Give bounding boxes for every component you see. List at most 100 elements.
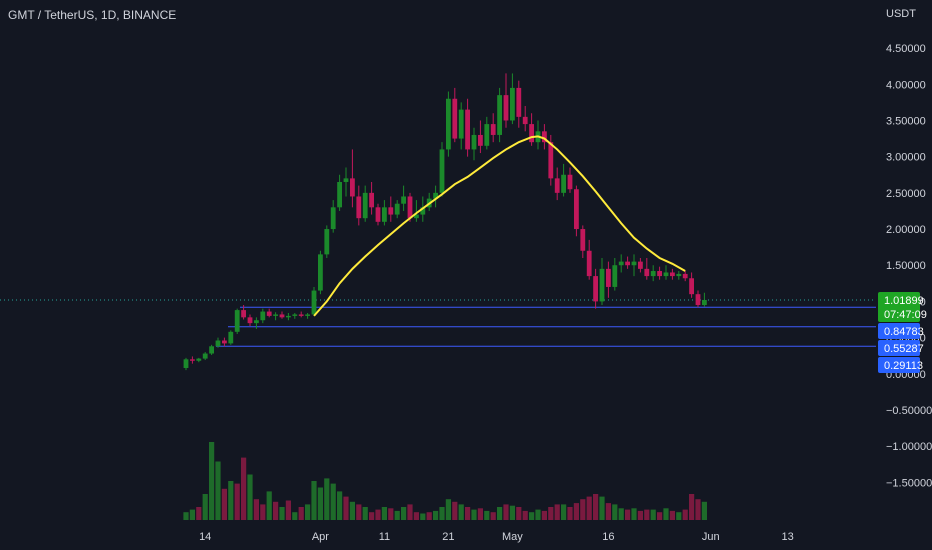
volume-bar (509, 505, 515, 520)
volume-bar (471, 509, 477, 520)
volume-bar (273, 501, 279, 520)
volume-bar (529, 512, 535, 520)
candle-body (657, 271, 662, 277)
volume-bars (183, 442, 707, 520)
x-tick-label: 21 (442, 531, 454, 543)
price-tag (878, 340, 920, 357)
candle-body (369, 192, 374, 208)
candle-body (330, 207, 336, 230)
volume-bar (266, 491, 272, 520)
volume-bar (221, 488, 227, 520)
volume-bar (369, 512, 375, 520)
candle-body (298, 314, 304, 316)
y-tick-label: 2.50000 (886, 188, 926, 200)
price-tag (878, 323, 920, 340)
volume-bar (394, 510, 400, 520)
price-tag (878, 357, 920, 374)
candle-body (266, 311, 272, 316)
candle-body (503, 95, 509, 121)
candle-body (292, 314, 298, 316)
candle-body (343, 178, 349, 182)
volume-bar (407, 504, 413, 520)
y-tick-label: 3.50000 (886, 115, 926, 127)
volume-bar (516, 507, 522, 520)
candles (183, 73, 707, 371)
candle-body (209, 346, 214, 354)
y-tick-label: 4.50000 (886, 43, 926, 55)
volume-bar (535, 509, 541, 520)
volume-bar (554, 504, 560, 520)
volume-bar (669, 510, 675, 520)
volume-bar (593, 494, 599, 520)
volume-bar (573, 503, 579, 520)
candle-body (561, 174, 566, 193)
volume-bar (503, 504, 509, 520)
volume-bar (247, 474, 253, 520)
price-tag-label: 0.55287 (884, 343, 924, 355)
candle-body (644, 268, 650, 277)
volume-bar (337, 491, 343, 520)
volume-bar (228, 481, 234, 520)
volume-bar (612, 504, 618, 520)
volume-bar (343, 496, 349, 520)
candle-body (542, 131, 547, 143)
volume-bar (260, 504, 266, 520)
volume-bar (215, 461, 221, 520)
candle-body (452, 98, 458, 139)
time-axis[interactable]: 14 Apr 11 21 May 16 Jun 13 (199, 531, 794, 543)
volume-bar (433, 510, 439, 520)
volume-bar (605, 503, 611, 520)
candle-body (471, 134, 477, 150)
volume-bar (305, 504, 311, 520)
volume-bar (497, 507, 503, 520)
candle-body (254, 320, 259, 324)
volume-bar (413, 512, 419, 520)
candle-body (490, 124, 496, 135)
volume-bar (253, 499, 259, 520)
volume-bar (285, 500, 291, 520)
candle-body (574, 189, 579, 230)
candle-body (260, 311, 266, 321)
volume-bar (196, 507, 202, 520)
candle-body (394, 203, 400, 215)
candle-body (638, 261, 643, 269)
volume-bar (362, 507, 368, 520)
candle-body (241, 310, 246, 318)
volume-bar (439, 507, 445, 520)
volume-bar (241, 457, 247, 520)
volume-bar (388, 508, 394, 520)
volume-bar (452, 501, 458, 520)
price-tag-label: 0.29113 (884, 360, 923, 372)
candle-body (202, 353, 208, 359)
y-tick-label: −1.50000 (886, 477, 932, 489)
volume-bar (477, 508, 483, 520)
price-axis[interactable]: USDT 4.50000 4.00000 3.50000 3.00000 2.50000… (886, 8, 932, 489)
candle-body (196, 358, 202, 361)
candle-body (305, 314, 310, 316)
volume-bar (522, 510, 528, 520)
candle-body (420, 207, 426, 215)
candle-body (324, 229, 330, 255)
volume-bar (644, 509, 650, 520)
volume-bar (618, 508, 624, 520)
volume-bar (202, 494, 208, 520)
volume-bar (209, 442, 215, 520)
candle-body (222, 340, 227, 344)
volume-bar (490, 512, 496, 520)
volume-bar (586, 496, 592, 520)
candle-body (554, 178, 560, 193)
x-tick-label: Jun (702, 531, 720, 543)
candle-body (247, 317, 253, 324)
candle-body (375, 207, 381, 222)
candle-body (663, 272, 669, 277)
candle-body (670, 272, 675, 277)
candle-body (234, 310, 240, 332)
moving-average (313, 135, 686, 317)
candle-body (580, 229, 586, 251)
candle-body (650, 271, 656, 277)
candle-body (286, 315, 291, 318)
volume-bar (375, 509, 381, 520)
horizontal-lines[interactable] (0, 299, 876, 347)
